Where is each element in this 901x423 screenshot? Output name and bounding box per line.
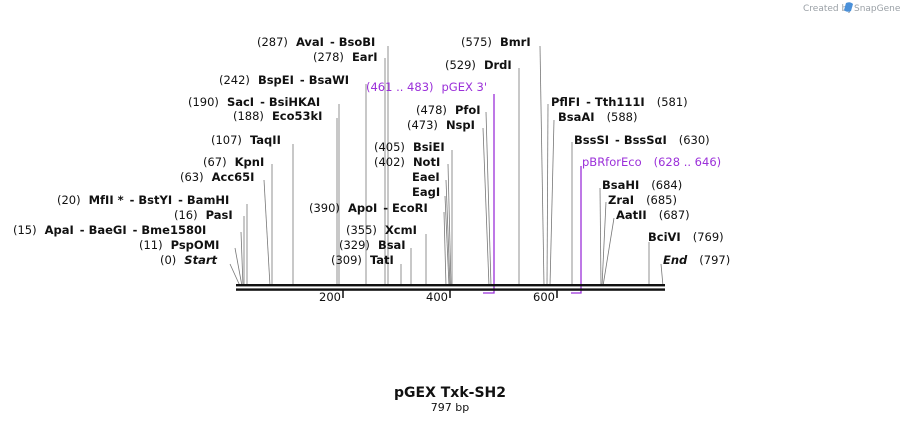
site-label-noti: (402) NotI — [374, 155, 440, 169]
line-start — [229, 263, 241, 287]
site-label-acc65i: (63) Acc65I — [180, 170, 254, 184]
dna-backbone — [236, 284, 665, 291]
site-label-xcmi: (355) XcmI — [346, 223, 417, 237]
scale-label-600: 600 — [533, 290, 555, 304]
line-bmri — [539, 45, 545, 287]
feature-label-pbrforeco: pBRforEco (628 .. 646) — [582, 155, 721, 169]
site-label-eari: (278) EarI — [313, 50, 378, 64]
site-label-bcivi: BciVI (769) — [648, 230, 724, 244]
site-label-bsai: (329) BsaI — [339, 238, 406, 252]
site-label-pfoi: (478) PfoI — [416, 103, 481, 117]
site-label-bsssi: BssSI - BssSαI (630) — [574, 133, 710, 147]
feature-marks — [483, 94, 582, 294]
site-label-saci: (190) SacI - BsiHKAI — [188, 95, 320, 109]
site-label-start: (0) Start — [160, 253, 218, 267]
feature-labels: (461 .. 483) pGEX 3' pBRforEco (628 .. 646… — [366, 80, 721, 169]
site-label-eco53ki: (188) Eco53kI — [233, 109, 322, 123]
site-label-pflfi: PflFI - Tth111I (581) — [551, 95, 688, 109]
feature-pbrforeco-mark — [571, 166, 582, 294]
middle-labels: (575) BmrI (529) DrdI (478) PfoI (473) NspI … — [309, 35, 531, 267]
line-pspomi — [234, 247, 243, 287]
scale-label-200: 200 — [319, 290, 341, 304]
cut-site-lines — [229, 45, 664, 287]
line-pflfi — [546, 103, 549, 287]
site-label-aatii: AatII (687) — [616, 208, 690, 222]
feature-pgex3-mark — [483, 94, 495, 294]
plasmid-title: pGEX Txk-SH2 — [394, 385, 506, 401]
line-eaei — [445, 179, 451, 287]
site-label-mfli: (20) MfII * - BstYI - BamHI — [57, 193, 229, 207]
site-label-eagi: EagI — [412, 185, 440, 199]
left-labels: (287) AvaI - BsoBI (278) EarI (242) BspEI - B… — [13, 35, 378, 267]
site-label-bmri: (575) BmrI — [461, 35, 531, 49]
site-label-apai: (15) ApaI - BaeGI - Bme1580I — [13, 223, 206, 237]
line-bsahi — [599, 187, 602, 287]
site-label-zrai: ZraI (685) — [608, 193, 677, 207]
line-eagi — [444, 195, 450, 287]
credit-created-by: Created by — [803, 4, 853, 14]
snapgene-logo-icon — [844, 2, 853, 12]
site-label-pspomi: (11) PspOMI — [139, 238, 219, 252]
feature-label-pgex3: (461 .. 483) pGEX 3' — [366, 80, 487, 94]
site-label-bsaai: BsaAI (588) — [558, 110, 638, 124]
line-noti — [447, 163, 452, 287]
scale-label-400: 400 — [426, 290, 448, 304]
line-aatii — [602, 217, 615, 287]
site-label-pasi: (16) PasI — [174, 208, 233, 222]
site-label-kpni: (67) KpnI — [203, 155, 264, 169]
site-label-end: End (797) — [663, 253, 730, 267]
site-label-apoi: (390) ApoI - EcoRI — [309, 201, 428, 215]
site-label-eaei: EaeI — [412, 170, 440, 184]
snapgene-credit[interactable]: Created by SnapGene — [803, 2, 901, 14]
line-zrai — [601, 201, 607, 287]
line-nspi — [482, 127, 490, 287]
site-label-bsahi: BsaHI (684) — [602, 178, 682, 192]
line-bsaai — [549, 119, 555, 287]
right-labels: PflFI - Tth111I (581) BsaAI (588) BssSI - Bs… — [551, 95, 730, 267]
plasmid-length: 797 bp — [431, 401, 469, 414]
line-apai — [240, 231, 244, 287]
line-end — [660, 263, 664, 287]
scale: 200 400 600 — [319, 290, 558, 304]
site-label-bsiei: (405) BsiEI — [374, 140, 445, 154]
site-label-taqii: (107) TaqII — [211, 133, 281, 147]
site-label-tati: (309) TatI — [331, 253, 394, 267]
line-apoi — [443, 211, 447, 287]
line-pfoi — [485, 111, 492, 287]
line-acc65i — [263, 179, 271, 287]
site-label-avai: (287) AvaI - BsoBI — [257, 35, 375, 49]
credit-brand: SnapGene — [854, 4, 901, 14]
site-label-nspi: (473) NspI — [407, 118, 475, 132]
site-label-bspei: (242) BspEI - BsaWI — [219, 73, 349, 87]
site-label-drdi: (529) DrdI — [445, 58, 512, 72]
